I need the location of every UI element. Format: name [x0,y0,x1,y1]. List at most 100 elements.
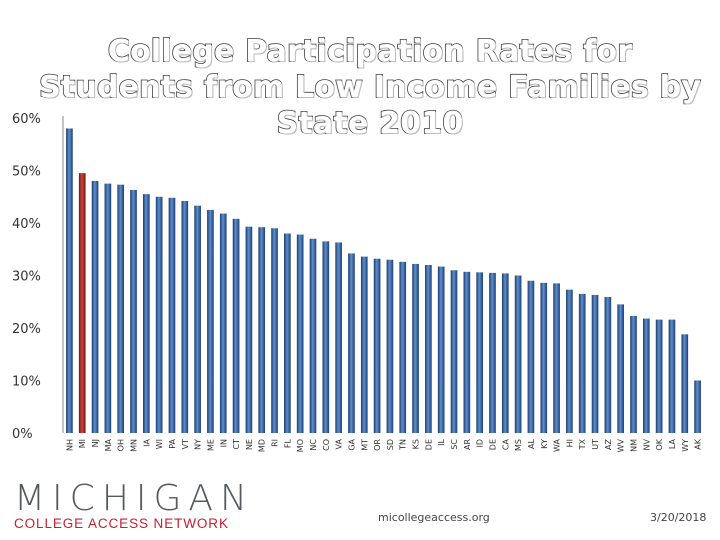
x-tick-label: TN [399,439,408,451]
x-tick-label: VA [335,438,344,449]
bar-ia-6 [143,194,150,434]
bar-ri-16 [271,228,278,433]
bar-id-32 [476,272,483,433]
bar-az-42 [604,297,612,433]
x-tick-label: UT [591,439,600,450]
bar-il-29 [437,266,445,433]
bar-ut-41 [591,294,599,433]
bar-tn-26 [399,261,407,433]
y-tick-label: 50% [12,165,41,180]
x-tick-label: CT [232,439,241,450]
x-tick-label: FL [283,438,292,448]
x-tick-label: LA [668,438,677,449]
bars-group [66,128,701,434]
x-tick-label: NJ [91,439,100,447]
x-tick-label: MA [104,438,113,451]
bar-ga-22 [348,253,355,433]
x-tick-label: MI [78,439,87,448]
x-tick-label: KS [412,439,421,449]
x-tick-label: AR [463,439,472,450]
bar-sd-25 [386,259,394,433]
bar-me-11 [207,209,214,434]
x-tick-label: GA [347,438,356,450]
bar-la-47 [668,319,676,433]
bar-nm-44 [630,315,637,433]
x-tick-label: IN [219,439,228,447]
bar-tx-40 [578,293,586,434]
x-tick-label: PA [168,438,177,448]
bar-chart: 0% 10% 20% 30% 40% 50% 60% NH MI NJ MA OH MN IA WI PA V… [12,112,703,452]
bar-in-12 [219,213,227,433]
x-tick-label: ID [476,439,485,448]
x-tick-label: CA [501,438,510,450]
bar-ok-46 [655,319,663,433]
bar-fl-17 [284,233,291,433]
x-tick-label: SC [450,439,459,450]
chart-title: College Participation Rates for Students… [38,33,702,142]
x-tick-label: KY [540,439,549,449]
bar-oh-4 [117,184,125,433]
bar-ak-49 [694,380,701,433]
bar-ny-10 [194,205,201,433]
footer-website: micollegeaccess.org [378,511,490,524]
x-tick-label: VT [181,439,190,449]
bar-de-28 [425,265,432,433]
x-tick-label: DE [488,439,497,450]
bar-mi-1 [78,173,86,434]
x-tick-label: WA [553,438,562,451]
y-tick-label: 40% [12,217,41,232]
x-tick-label: IA [142,438,151,446]
bar-vt-9 [181,200,189,433]
x-tick-label: TX [578,438,587,450]
x-tick-label: OH [117,439,126,451]
x-tick-label: RI [271,439,280,447]
x-tick-label: NH [65,439,74,451]
x-tick-label: AK [694,438,703,449]
bar-nc-19 [309,238,317,433]
bar-hi-39 [566,289,573,433]
x-tick-label: NC [309,439,318,451]
x-tick-label: DE [424,439,433,450]
bar-ma-3 [104,183,112,434]
x-tick-label: OR [373,439,382,451]
bar-co-20 [322,241,330,433]
bar-wv-43 [617,304,625,434]
bar-pa-8 [168,197,176,433]
x-tick-label: NV [642,438,651,450]
x-tick-label: IL [437,438,446,445]
bar-md-15 [258,227,266,433]
y-axis: 0% 10% 20% 30% 40% 50% 60% [12,112,64,442]
logo-subtitle: COLLEGE ACCESS NETWORK [14,516,229,531]
x-tick-label: WV [617,438,626,452]
x-tick-label: NE [245,439,254,450]
x-tick-label: WY [681,439,690,452]
bar-ar-31 [463,271,471,433]
michigan-college-access-network-logo: MICHIGAN COLLEGE ACCESS NETWORK [14,478,254,532]
y-tick-label: 0% [12,427,33,442]
bar-ms-35 [514,275,522,433]
y-tick-label: 20% [12,322,41,337]
y-tick-label: 60% [12,112,41,127]
x-tick-label: AZ [604,438,613,449]
footer-date: 3/20/2018 [650,511,707,524]
bar-mt-23 [360,256,368,433]
x-tick-label: OK [655,438,664,450]
x-tick-label: NM [629,439,638,452]
x-tick-labels: NH MI NJ MA OH MN IA WI PA VT NY ME IN CT NE MD RI FL MO NC… [65,438,702,452]
x-tick-label: SD [386,439,395,450]
bar-ks-27 [412,263,419,433]
bar-ky-37 [540,282,548,433]
bar-wa-38 [553,283,560,434]
bar-de-33 [489,272,496,434]
x-tick-label: NY [194,439,203,450]
bar-sc-30 [450,270,458,433]
x-tick-label: AL [527,438,536,448]
bar-nh-0 [66,128,73,433]
bar-or-24 [373,258,381,433]
logo-wordmark: MICHIGAN [14,478,254,519]
x-tick-label: MS [514,439,523,451]
bar-mo-18 [296,234,304,433]
x-tick-label: MT [360,439,369,451]
bar-ne-14 [245,226,253,433]
x-tick-label: ME [206,439,215,451]
